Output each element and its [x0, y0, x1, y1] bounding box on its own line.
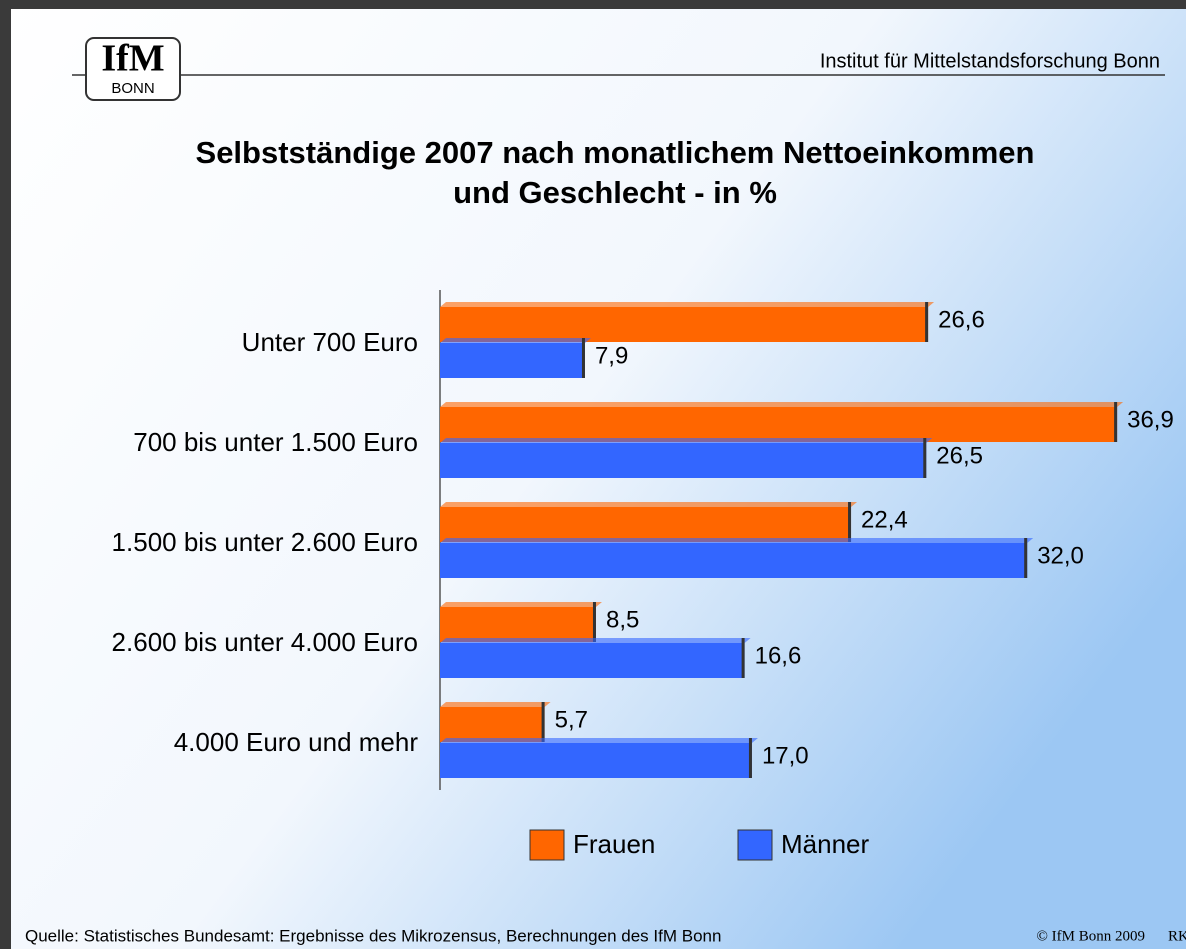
- category-label: Unter 700 Euro: [242, 327, 418, 357]
- bar: [440, 743, 752, 778]
- legend-label: Männer: [781, 829, 869, 859]
- top-border: [0, 0, 1186, 9]
- bar-top: [440, 738, 758, 743]
- legend-swatch: [529, 829, 565, 861]
- bar-top: [440, 602, 602, 607]
- bar-edge: [541, 702, 545, 742]
- value-label: 36,9: [1127, 406, 1174, 433]
- bar: [440, 543, 1028, 578]
- bar-top: [440, 538, 1034, 543]
- bar-edge: [925, 302, 929, 342]
- legend-label: Frauen: [573, 829, 655, 859]
- value-label: 17,0: [762, 742, 809, 769]
- bar: [440, 407, 1118, 442]
- category-label: 2.600 bis unter 4.000 Euro: [112, 627, 418, 657]
- bar: [440, 507, 852, 542]
- value-label: 7,9: [595, 342, 628, 369]
- value-label: 22,4: [861, 506, 908, 533]
- bar-edge: [748, 738, 752, 778]
- bar-edge: [923, 438, 927, 478]
- bar: [440, 707, 545, 742]
- bar-edge: [1114, 402, 1118, 442]
- footer-copyright: © IfM Bonn 2009: [1037, 928, 1145, 944]
- chart-title: Selbstständige 2007 nach monatlichem Net…: [196, 135, 1035, 170]
- bar-top: [440, 402, 1124, 407]
- logo-subtext: BONN: [111, 80, 154, 97]
- bar: [440, 643, 745, 678]
- bar-edge: [592, 602, 596, 642]
- value-label: 8,5: [606, 606, 639, 633]
- bar-top: [440, 338, 591, 343]
- bar-top: [440, 302, 935, 307]
- bar-top: [440, 438, 933, 443]
- bar: [440, 607, 596, 642]
- bar-top: [440, 702, 551, 707]
- footer-source: Quelle: Statistisches Bundesamt: Ergebni…: [25, 926, 721, 945]
- bar: [440, 443, 927, 478]
- logo-box: [85, 37, 181, 101]
- bar-edge: [1024, 538, 1028, 578]
- value-label: 5,7: [555, 706, 588, 733]
- legend-swatch: [737, 829, 773, 861]
- institute-name: Institut für Mittelstandsforschung Bonn: [820, 50, 1160, 72]
- bar-top: [440, 502, 858, 507]
- left-border: [0, 0, 11, 949]
- bar-edge: [848, 502, 852, 542]
- bar: [440, 307, 929, 342]
- bar: [440, 343, 585, 378]
- category-label: 1.500 bis unter 2.600 Euro: [112, 527, 418, 557]
- bar-edge: [581, 338, 585, 378]
- value-label: 16,6: [755, 642, 802, 669]
- bar-edge: [741, 638, 745, 678]
- logo-text: IfM: [101, 38, 164, 80]
- category-label: 4.000 Euro und mehr: [174, 727, 419, 757]
- value-label: 32,0: [1037, 542, 1084, 569]
- footer-author: RK: [1168, 928, 1186, 944]
- value-label: 26,5: [936, 442, 983, 469]
- value-label: 26,6: [938, 306, 985, 333]
- chart-title: und Geschlecht - in %: [453, 175, 777, 210]
- category-label: 700 bis unter 1.500 Euro: [133, 427, 418, 457]
- bar-top: [440, 638, 751, 643]
